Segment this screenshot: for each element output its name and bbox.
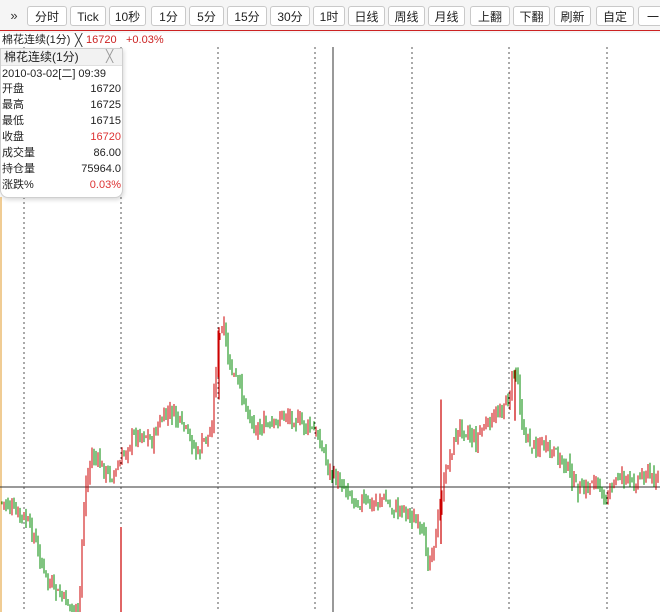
popup-datetime: 2010-03-02[二] 09:39 [2,68,106,80]
popup-value: 16720 [90,83,121,95]
period-toolbar: » 分时 Tick 10秒 1分 5分 15分 30分 1时 日线 周线 月线 … [0,0,660,34]
popup-value: 75964.0 [81,163,121,175]
popup-label: 持仓量 [2,163,35,175]
period-button-monthly[interactable]: 月线 [428,6,465,26]
period-button-fenshi[interactable]: 分时 [27,6,67,26]
popup-title: 棉花连续(1分) [4,50,79,64]
period-button-weekly[interactable]: 周线 [388,6,425,26]
period-button-daily[interactable]: 日线 [348,6,385,26]
period-button-30m[interactable]: 30分 [270,6,310,26]
refresh-button[interactable]: 刷新 [554,6,591,26]
period-button-5m[interactable]: 5分 [189,6,224,26]
popup-close-icon[interactable]: ╳ [106,49,114,63]
popup-label: 最高 [2,99,24,111]
popup-label: 最低 [2,115,24,127]
popup-label: 开盘 [2,83,24,95]
toolbar-expand-icon[interactable]: » [10,8,17,23]
toolbar-divider [0,30,660,31]
custom-button[interactable]: 自定 [596,6,634,26]
popup-row-open: 开盘 16720 [1,81,122,97]
period-button-1h[interactable]: 1时 [313,6,345,26]
popup-header: 棉花连续(1分) ╳ [1,49,122,66]
popup-value: 0.03% [89,179,121,191]
popup-label: 收盘 [2,131,24,143]
popup-label: 成交量 [2,147,35,159]
period-button-10s[interactable]: 10秒 [109,6,146,26]
popup-row-change-pct: 涨跌% 0.03% [1,177,122,193]
popup-value: 86.00 [93,147,121,159]
bar-info-popup: 棉花连续(1分) ╳ 2010-03-02[二] 09:39 开盘 16720 … [0,48,123,198]
period-button-15m[interactable]: 15分 [227,6,267,26]
popup-row-high: 最高 16725 [1,97,122,113]
popup-value: 16715 [90,115,121,127]
close-icon[interactable]: ╳ [75,33,83,47]
kline-chart[interactable] [0,47,660,612]
popup-label: 涨跌% [2,179,34,191]
popup-value: 16720 [90,131,121,143]
period-button-tick[interactable]: Tick [70,6,106,26]
popup-row-volume: 成交量 86.00 [1,145,122,161]
popup-value: 16725 [90,99,121,111]
more-button[interactable]: 一 [638,6,660,26]
last-price: 16720 [86,34,117,46]
page-up-button[interactable]: 上翻 [470,6,510,26]
price-change: +0.03% [126,34,164,46]
period-button-1m[interactable]: 1分 [151,6,186,26]
popup-row-open-interest: 持仓量 75964.0 [1,161,122,177]
page-down-button[interactable]: 下翻 [513,6,550,26]
quote-infobar: 棉花连续(1分) ╳ 16720 +0.03% [0,33,660,47]
instrument-title: 棉花连续(1分) [2,34,71,46]
popup-row-low: 最低 16715 [1,113,122,129]
popup-row-close: 收盘 16720 [1,129,122,145]
